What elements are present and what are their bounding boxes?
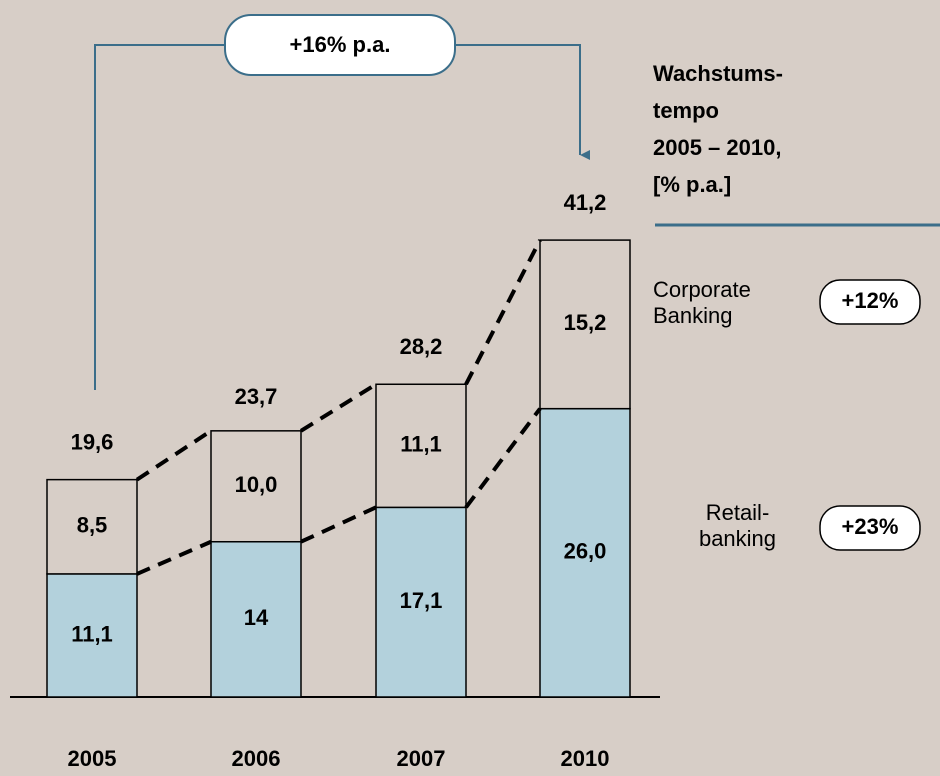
x-tick-label: 2006 <box>232 746 281 771</box>
bar-segment <box>375 383 467 509</box>
total-label: 28,2 <box>400 334 443 359</box>
side-title: Wachstums- <box>653 61 783 86</box>
connector <box>464 239 542 386</box>
connector <box>300 505 377 544</box>
side-title: [% p.a.] <box>653 172 731 197</box>
side-title: 2005 – 2010, <box>653 135 781 160</box>
total-label: 41,2 <box>564 190 607 215</box>
value-label: 15,2 <box>564 310 607 335</box>
value-label: 17,1 <box>400 588 443 613</box>
bar-segment <box>46 573 138 698</box>
x-tick-label: 2010 <box>561 746 610 771</box>
bar-segment <box>210 430 302 543</box>
value-label: 11,1 <box>400 432 442 457</box>
connector <box>135 429 213 482</box>
total-label: 19,6 <box>71 429 114 454</box>
bar-segment <box>46 478 138 575</box>
connector <box>464 407 542 509</box>
bar-segment <box>539 239 631 410</box>
value-label: 11,1 <box>71 621 113 646</box>
cagr-label: +16% p.a. <box>290 32 391 57</box>
legend-label: Retail-banking <box>698 500 777 551</box>
growth-label: +23% <box>842 514 899 539</box>
side-title: tempo <box>653 98 719 123</box>
value-label: 14 <box>244 605 269 630</box>
cagr-box <box>224 14 456 76</box>
cagr-arrow <box>94 44 580 390</box>
growth-badge <box>819 505 921 551</box>
connector <box>136 539 212 576</box>
x-tick-label: 2007 <box>397 746 446 771</box>
total-label: 23,7 <box>235 384 278 409</box>
growth-badge <box>819 279 921 325</box>
growth-label: +12% <box>842 288 899 313</box>
value-label: 8,5 <box>77 513 108 538</box>
value-label: 10,0 <box>235 472 278 497</box>
x-tick-label: 2005 <box>68 746 117 771</box>
value-label: 26,0 <box>564 539 607 564</box>
legend-label: Corporate Banking <box>653 277 751 328</box>
bar-segment <box>539 407 631 698</box>
connector <box>299 382 378 433</box>
